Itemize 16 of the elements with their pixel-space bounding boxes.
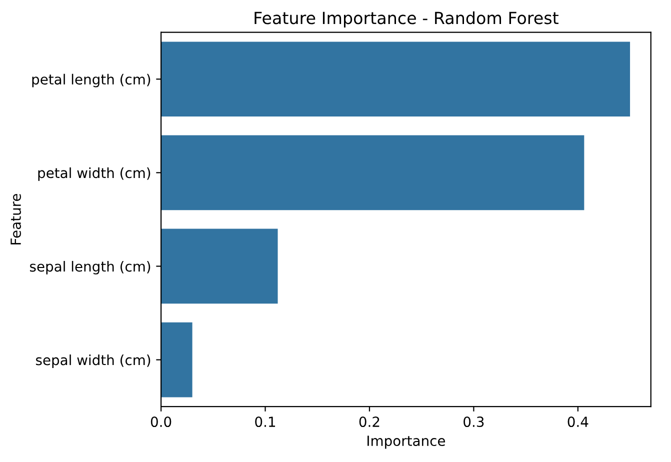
x-tick-label: 0.2 [359,416,380,428]
y-axis-title: Feature [10,194,21,244]
x-axis-title: Importance [368,436,446,449]
y-tick-label: petal width (cm) [38,167,150,181]
x-tick-label: 0.1 [255,416,276,428]
x-tick-label: 0.0 [150,416,172,428]
bar [161,135,584,210]
bar [161,228,278,304]
x-tick-label: 0.4 [568,416,588,428]
y-tick-label: sepal length (cm) [30,260,150,274]
x-tick-label: 0.3 [464,416,484,428]
y-tick-label: sepal width (cm) [36,354,150,368]
chart-title: Feature Importance - Random Forest [254,11,558,28]
y-tick-label: petal length (cm) [32,74,150,88]
bar [161,322,192,398]
bar [161,42,630,117]
